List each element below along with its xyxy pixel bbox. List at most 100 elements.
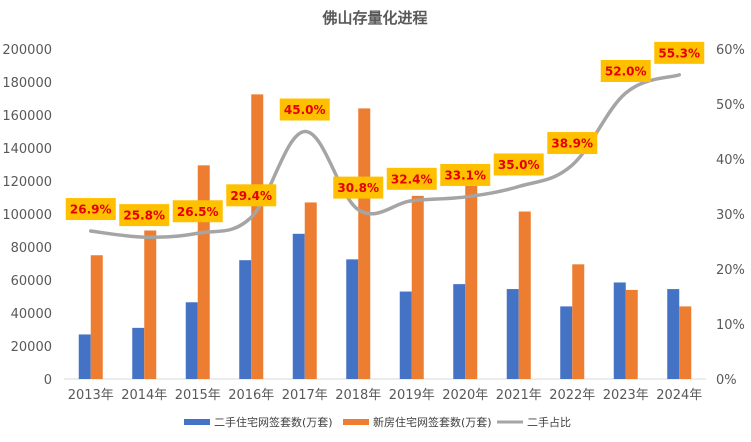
data-label-text: 55.3% [658, 46, 700, 60]
bar-second-hand [453, 284, 466, 379]
data-label-text: 33.1% [444, 168, 486, 182]
data-label-box [440, 163, 491, 186]
x-tick-label: 2015年 [175, 388, 221, 403]
data-label-box [226, 184, 277, 207]
data-labels: 26.9% 25.8% 26.5% 29.4% 45.0% 30.8% 32.4% 33.1%… [65, 41, 705, 227]
bar-new-house [518, 211, 531, 379]
data-label: 55.3% [654, 41, 705, 64]
y-right-tick-label: 50% [716, 98, 745, 113]
data-label: 26.9% [65, 198, 116, 221]
y-left-axis: 0 20000 40000 60000 80000 100000 120000 140000 1… [2, 43, 52, 388]
legend-swatch [184, 419, 210, 425]
bar-new-house [572, 264, 585, 379]
y-left-tick-label: 80000 [11, 241, 52, 256]
bar-new-house [144, 230, 157, 379]
y-left-tick-label: 0 [44, 373, 52, 388]
bar-second-hand [613, 282, 626, 379]
data-label-text: 26.5% [177, 205, 219, 219]
y-right-tick-label: 10% [716, 318, 745, 333]
data-label: 33.1% [440, 163, 491, 186]
bar-second-hand [506, 289, 519, 379]
x-tick-label: 2016年 [228, 388, 274, 403]
bar-new-house [465, 185, 478, 379]
y-left-tick-label: 40000 [11, 307, 52, 322]
data-label: 52.0% [600, 60, 651, 82]
data-label-box [654, 41, 705, 64]
bar-second-hand [399, 291, 412, 379]
bar-second-hand [667, 289, 680, 379]
x-tick-label: 2022年 [549, 388, 595, 403]
legend-label: 新房住宅网签套数(万套) [373, 415, 492, 429]
data-label-text: 25.8% [123, 209, 165, 223]
y-left-tick-label: 160000 [2, 109, 52, 124]
bar-new-house [358, 108, 371, 380]
data-label-box [279, 98, 330, 121]
data-label: 26.5% [172, 200, 223, 223]
data-label: 38.9% [547, 132, 598, 155]
y-left-tick-label: 100000 [2, 208, 52, 223]
data-label: 32.4% [386, 167, 437, 190]
data-label-text: 38.9% [551, 137, 593, 151]
bar-second-hand [78, 334, 91, 379]
data-label: 45.0% [279, 98, 330, 121]
data-label-box [386, 167, 437, 190]
y-left-tick-label: 60000 [11, 274, 52, 289]
y-right-tick-label: 20% [716, 263, 745, 278]
y-left-tick-label: 20000 [11, 340, 52, 355]
y-left-tick-label: 180000 [2, 76, 52, 91]
bars [78, 94, 692, 380]
legend: 二手住宅网签套数(万套) 新房住宅网签套数(万套) 二手占比 [184, 415, 571, 429]
data-label-box [119, 204, 170, 227]
bar-second-hand [239, 260, 252, 379]
data-label: 30.8% [333, 176, 384, 199]
data-label-box [600, 60, 651, 82]
bar-second-hand [560, 306, 573, 379]
data-label-box [65, 198, 116, 221]
legend-item: 新房住宅网签套数(万套) [343, 415, 492, 429]
legend-label: 二手住宅网签套数(万套) [214, 415, 333, 429]
data-label-box [493, 153, 544, 176]
y-right-tick-label: 40% [716, 153, 745, 168]
data-label: 25.8% [119, 204, 170, 227]
bar-second-hand [132, 327, 145, 379]
x-tick-label: 2024年 [656, 388, 702, 403]
x-tick-label: 2014年 [121, 388, 167, 403]
line-second-hand-share [89, 73, 681, 239]
data-label-box [333, 176, 384, 199]
bar-new-house [197, 165, 210, 379]
legend-swatch [343, 419, 369, 425]
x-axis: 2013年 2014年 2015年 2016年 2017年 2018年 2019年 2020年… [68, 388, 703, 403]
x-tick-label: 2017年 [282, 388, 328, 403]
data-label: 35.0% [493, 153, 544, 176]
data-label-text: 32.4% [391, 172, 433, 186]
bar-new-house [90, 255, 103, 379]
data-label-text: 29.4% [230, 189, 272, 203]
data-label-text: 30.8% [337, 181, 379, 195]
y-right-axis: 0% 10% 20% 30% 40% 50% 60% [716, 43, 745, 388]
y-right-tick-label: 60% [716, 43, 745, 58]
data-label-text: 52.0% [605, 65, 647, 79]
y-left-tick-label: 200000 [2, 43, 52, 58]
bar-new-house [304, 202, 317, 379]
x-tick-label: 2020年 [442, 388, 488, 403]
y-right-tick-label: 0% [716, 373, 737, 388]
bar-new-house [679, 306, 692, 379]
legend-item: 二手占比 [497, 415, 571, 429]
bar-new-house [251, 94, 264, 379]
y-right-tick-label: 30% [716, 208, 745, 223]
y-left-tick-label: 140000 [2, 142, 52, 157]
data-label-box [547, 132, 598, 155]
bar-new-house [411, 195, 424, 379]
y-left-tick-label: 120000 [2, 175, 52, 190]
line-series [89, 73, 681, 239]
legend-item: 二手住宅网签套数(万套) [184, 415, 333, 429]
data-label-text: 26.9% [70, 203, 112, 217]
x-tick-label: 2019年 [389, 388, 435, 403]
x-tick-label: 2021年 [496, 388, 542, 403]
bar-second-hand [346, 259, 359, 379]
bar-new-house [625, 289, 638, 379]
x-tick-label: 2013年 [68, 388, 114, 403]
data-label: 29.4% [226, 184, 277, 207]
chart-title: 佛山存量化进程 [321, 9, 427, 27]
